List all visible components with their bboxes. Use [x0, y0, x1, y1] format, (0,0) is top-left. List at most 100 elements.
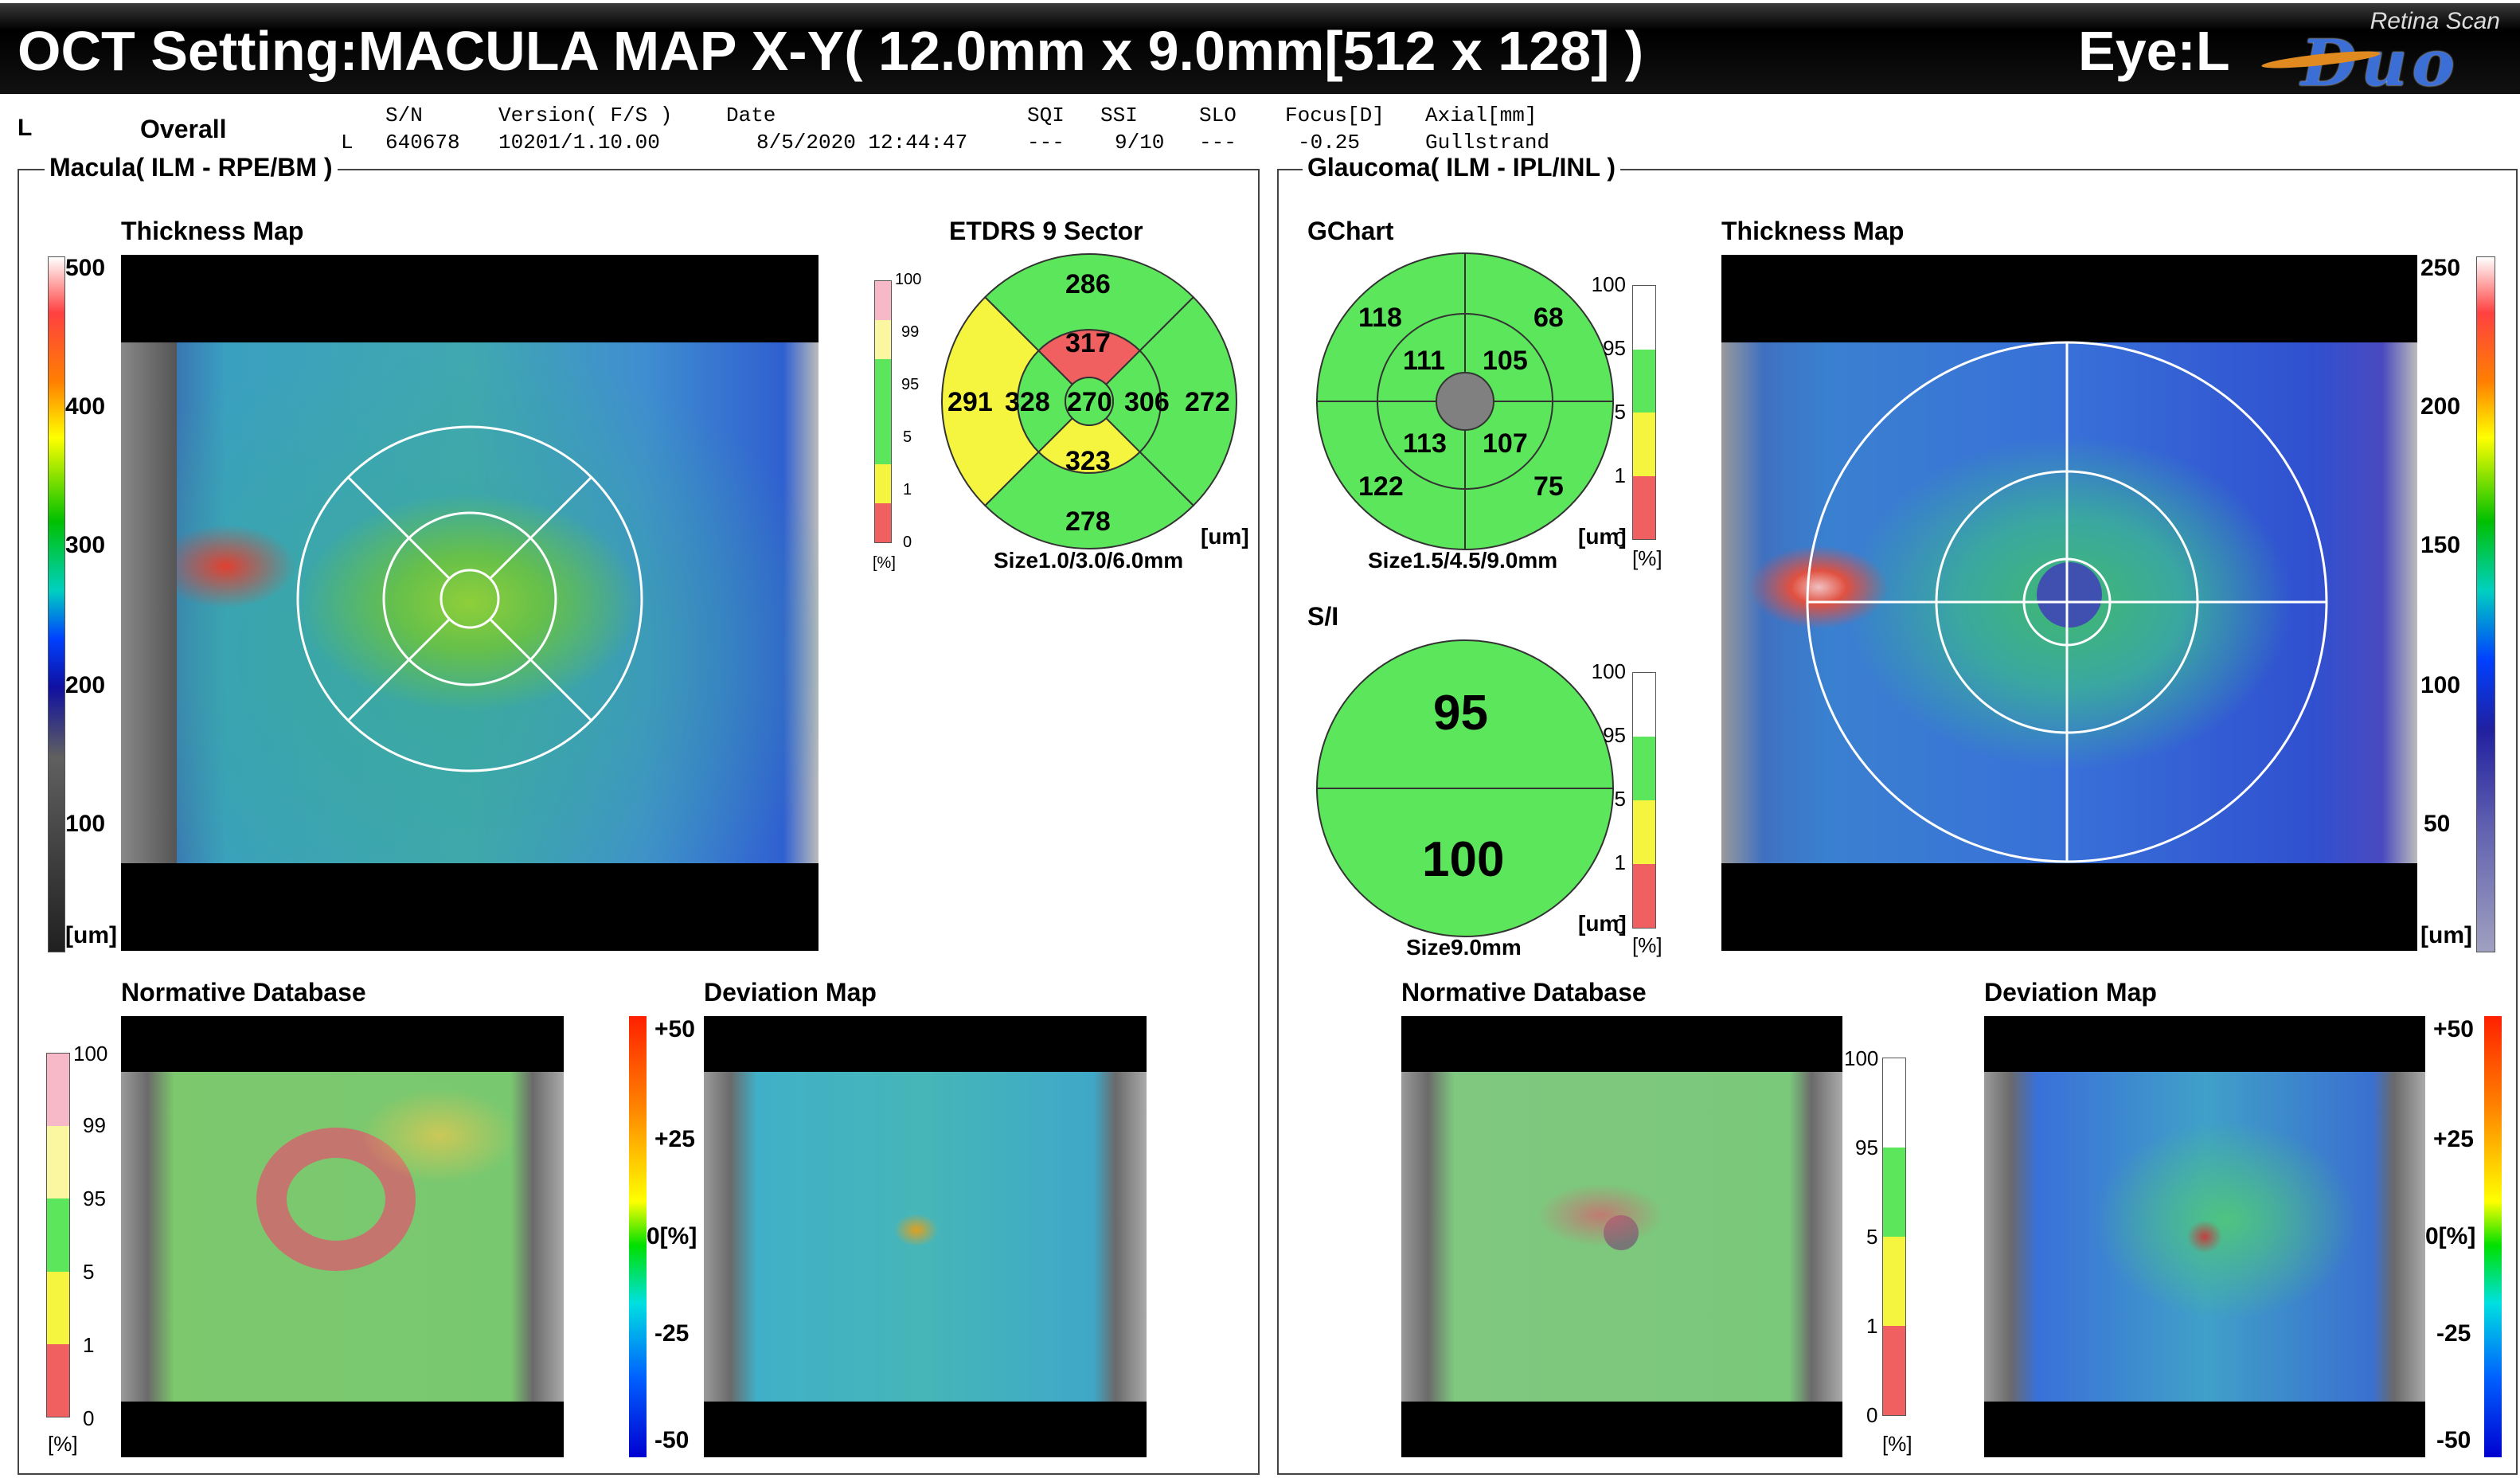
si-legend-bar [1632, 672, 1656, 929]
overlay-spoke [346, 475, 411, 540]
legend-below-1 [875, 502, 891, 542]
si-title: S/I [1307, 602, 1339, 631]
glaucoma-normative-tick: 95 [1855, 1136, 1878, 1159]
macula-normative-title: Normative Database [121, 978, 366, 1007]
info-row-eye: L [341, 131, 354, 154]
macula-deviation-tick: -50 [654, 1427, 690, 1453]
macula-normative-legend [46, 1053, 70, 1417]
page-title: OCT Setting:MACULA MAP X-Y( 12.0mm x 9.0… [18, 20, 1644, 82]
gchart-title: GChart [1307, 217, 1394, 245]
gchart-unit: [um] [1578, 524, 1627, 549]
brand-logo: Retina Scan Duo [2253, 8, 2508, 100]
overlay-center-ring [440, 569, 500, 629]
legend-1-5 [47, 1271, 69, 1344]
macula-normative-tick: 5 [83, 1260, 95, 1284]
si-legend-unit: [%] [1632, 933, 1662, 957]
legend-5-95 [1633, 737, 1655, 800]
overlay-spoke [408, 617, 451, 661]
macula-thickness-map [121, 255, 819, 951]
glaucoma-normative-unit: [%] [1882, 1432, 1912, 1456]
eye-code: L [18, 115, 33, 141]
glaucoma-deviation-tick: +25 [2433, 1126, 2474, 1152]
glaucoma-fovea-spot [2037, 562, 2102, 628]
si-superior-value: 95 [1433, 686, 1488, 741]
legend-5-95 [47, 1198, 69, 1272]
macula-normative-tick: 1 [83, 1333, 95, 1357]
macula-scale-tick: 500 [65, 255, 106, 281]
gchart-size-label: Size1.5/4.5/9.0mm [1368, 548, 1558, 573]
si-legend-tick: 1 [1614, 850, 1626, 874]
macula-deviation-map [704, 1016, 1147, 1457]
glaucoma-deviation-title: Deviation Map [1984, 978, 2157, 1007]
overlay-spoke [488, 537, 532, 581]
glaucoma-deviation-scale [2484, 1016, 2502, 1457]
etdrs-legend-tick: 0 [903, 534, 912, 551]
macula-scale-unit: [um] [65, 922, 117, 948]
legend-below-1 [1633, 864, 1655, 928]
legend-5-95 [1633, 349, 1655, 413]
etdrs-outer-nasal-value: 272 [1185, 387, 1230, 417]
overlay-spoke [529, 658, 593, 722]
eye-indicator: Eye:L [2078, 20, 2230, 82]
glaucoma-normative-tick: 5 [1866, 1225, 1878, 1249]
legend-1-5 [1883, 1237, 1905, 1326]
legend-1-5 [1633, 800, 1655, 864]
info-sqi-value: --- [1027, 131, 1065, 154]
glaucoma-normative-image [1401, 1072, 1842, 1402]
si-legend-tick: 95 [1603, 723, 1626, 747]
macula-scale-tick: 300 [65, 532, 106, 558]
gchart-legend-unit: [%] [1632, 546, 1662, 570]
si-inferior-value: 100 [1422, 832, 1505, 887]
macula-fundus-image [121, 342, 819, 863]
info-focus-label: Focus[D] [1285, 104, 1385, 127]
info-slo-value: --- [1199, 131, 1237, 154]
overlay-outer-ring [296, 425, 643, 772]
optic-disc-edge [121, 342, 177, 863]
overlay-spoke [408, 537, 451, 581]
etdrs-inner-inferior-value: 323 [1065, 446, 1111, 476]
glaucoma-section-title: Glaucoma( ILM - IPL/INL ) [1303, 153, 1620, 182]
legend-below-1 [1633, 475, 1655, 539]
info-date-value: 8/5/2020 12:44:47 [756, 131, 968, 154]
glaucoma-normative-tick: 100 [1844, 1046, 1879, 1070]
info-ssi-value: 9/10 [1115, 131, 1165, 154]
etdrs-legend-tick: 95 [901, 376, 920, 393]
etdrs-outer-superior-value: 286 [1065, 269, 1111, 299]
glaucoma-thickness-map [1721, 255, 2417, 951]
glaucoma-scale-unit: [um] [2420, 922, 2472, 948]
info-slo-label: SLO [1199, 104, 1237, 127]
macula-scale-tick: 100 [65, 811, 106, 837]
glaucoma-deviation-map [1984, 1016, 2425, 1457]
glaucoma-deviation-tick: -50 [2436, 1427, 2471, 1453]
legend-above-99 [875, 281, 891, 321]
macula-deviation-tick: +25 [654, 1126, 695, 1152]
macula-deviation-tick: 0[%] [647, 1223, 697, 1249]
overlay-spoke [529, 475, 593, 540]
macula-etdrs-grid-overlay [296, 425, 643, 772]
glaucoma-grid-overlay [1806, 341, 2328, 863]
info-sn-value: 640678 [385, 131, 460, 154]
legend-below-1 [1883, 1326, 1905, 1415]
etdrs-legend-bar [874, 280, 892, 543]
legend-95-99 [47, 1126, 69, 1199]
logo-top-text: Retina Scan [2370, 8, 2500, 34]
etdrs-center-value: 270 [1067, 387, 1112, 417]
legend-5-95 [875, 359, 891, 464]
macula-normative-tick: 95 [83, 1187, 106, 1210]
si-legend-tick: 100 [1591, 659, 1626, 683]
info-date-label: Date [726, 104, 776, 127]
glaucoma-scale-tick: 150 [2420, 532, 2461, 558]
gchart-legend-tick: 0 [1614, 527, 1626, 551]
info-axial-label: Axial[mm] [1425, 104, 1537, 127]
si-legend-tick: 0 [1614, 914, 1626, 938]
macula-normative-map [121, 1016, 564, 1457]
macula-thickness-title: Thickness Map [121, 217, 304, 245]
glaucoma-deviation-tick: -25 [2436, 1320, 2471, 1347]
info-version-value: 10201/1.10.00 [498, 131, 660, 154]
legend-1-5 [1633, 413, 1655, 476]
macula-scale-tick: 200 [65, 672, 106, 698]
gchart-legend-tick: 1 [1614, 463, 1626, 487]
glaucoma-thickness-scale [2476, 256, 2495, 952]
etdrs-legend-unit: [%] [873, 554, 896, 572]
etdrs-legend-tick: 100 [895, 271, 922, 288]
